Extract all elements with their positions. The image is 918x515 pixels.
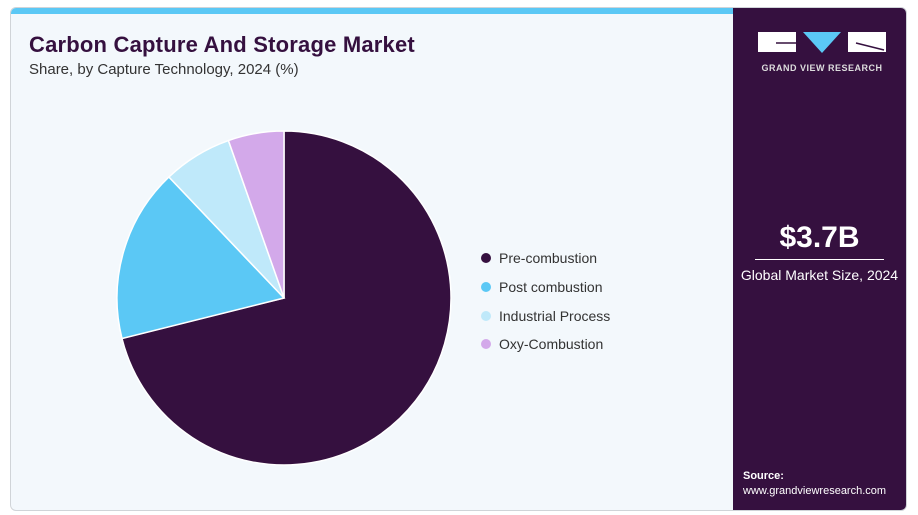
source-link[interactable]: www.grandviewresearch.com bbox=[743, 485, 887, 497]
legend-item: Oxy-Combustion bbox=[481, 330, 610, 359]
legend-marker bbox=[481, 282, 491, 293]
legend-item: Industrial Process bbox=[481, 301, 610, 330]
pie-slice-post-combustion bbox=[116, 175, 286, 340]
legend-item: Pre-combustion bbox=[481, 244, 610, 273]
legend-label: Pre-combustion bbox=[499, 250, 598, 267]
market-size-caption: Global Market Size, 2024 bbox=[740, 267, 899, 283]
source: Source: www.grandviewresearch.com bbox=[743, 469, 886, 499]
legend-marker bbox=[481, 310, 491, 321]
legend-label: Industrial Process bbox=[499, 307, 611, 324]
accent-bar bbox=[11, 8, 733, 14]
legend-marker bbox=[481, 253, 491, 264]
logo-text: GRAND VIEW RESEARCH bbox=[761, 63, 883, 73]
gvr-logo: GRAND VIEW RESEARCH bbox=[758, 30, 886, 73]
chart-subtitle: Share, by Capture Technology, 2024 (%) bbox=[29, 61, 299, 78]
side-panel: GRAND VIEW RESEARCH $3.7B Global Market … bbox=[733, 8, 906, 510]
chart-card: Carbon Capture And Storage Market Share,… bbox=[10, 7, 907, 511]
pie-chart bbox=[116, 130, 452, 466]
logo-icon bbox=[758, 32, 886, 53]
legend: Pre-combustion Post combustion Industrial … bbox=[481, 244, 610, 359]
market-size-value: $3.7B bbox=[779, 221, 860, 254]
legend-item: Post combustion bbox=[481, 273, 610, 302]
source-label: Source: bbox=[743, 470, 784, 482]
divider bbox=[755, 259, 884, 260]
chart-title: Carbon Capture And Storage Market bbox=[29, 32, 415, 57]
legend-label: Post combustion bbox=[499, 279, 603, 296]
pie-slice-oxy-combustion bbox=[227, 130, 285, 299]
pie-slice-pre-combustion bbox=[121, 130, 452, 466]
legend-label: Oxy-Combustion bbox=[499, 336, 604, 353]
legend-marker bbox=[481, 339, 491, 350]
